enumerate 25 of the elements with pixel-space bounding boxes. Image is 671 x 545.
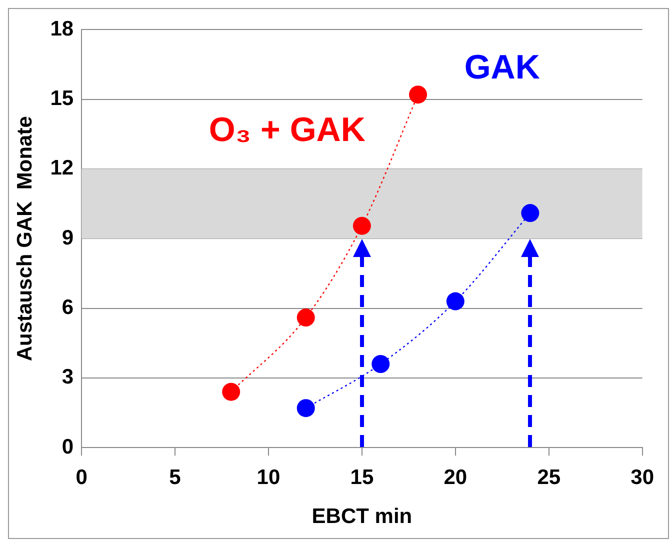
point (409, 86, 428, 104)
x-tick-label: 5 (169, 466, 182, 489)
series-label: O₃ + GAK (208, 111, 366, 150)
x-tick-label: 20 (444, 466, 468, 489)
text: GAK (464, 48, 540, 86)
y-tick-label: 0 (62, 435, 74, 458)
x-tick-label: 15 (350, 466, 374, 489)
point (296, 399, 315, 418)
y-tick-label: 3 (62, 366, 74, 389)
point (521, 204, 540, 222)
point (296, 308, 315, 327)
y-tick-label: 18 (50, 17, 74, 40)
y-tick-label: 12 (50, 156, 74, 180)
y-tick-label: 15 (50, 87, 74, 110)
point (372, 355, 390, 373)
point (222, 382, 240, 401)
point (446, 292, 464, 310)
x-axis-title: EBCT min (312, 505, 412, 528)
x-tick-label: 25 (537, 466, 561, 489)
y-tick-label: 9 (62, 226, 74, 250)
y-axis-title: Austausch GAK Monate (13, 116, 36, 362)
y-tick-label: 6 (62, 296, 74, 320)
x-tick-label: 10 (256, 466, 280, 489)
x-tick-label: 30 (630, 466, 654, 489)
point (352, 216, 371, 235)
